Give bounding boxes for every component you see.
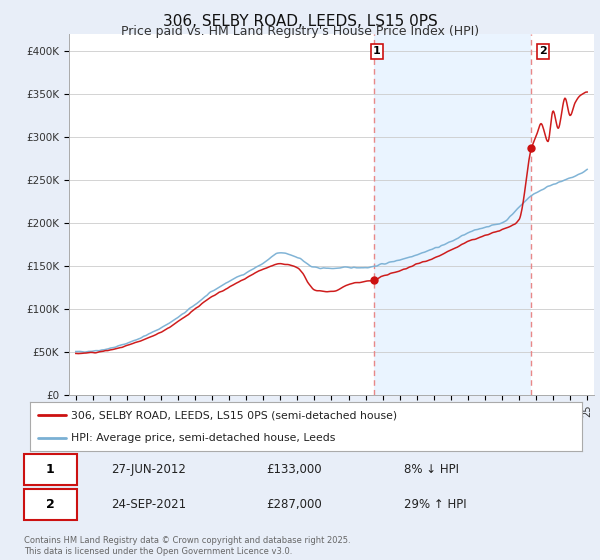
- Text: 306, SELBY ROAD, LEEDS, LS15 0PS (semi-detached house): 306, SELBY ROAD, LEEDS, LS15 0PS (semi-d…: [71, 410, 398, 421]
- Text: 1: 1: [46, 463, 55, 477]
- Text: 2: 2: [46, 498, 55, 511]
- FancyBboxPatch shape: [23, 454, 77, 486]
- Text: Contains HM Land Registry data © Crown copyright and database right 2025.
This d: Contains HM Land Registry data © Crown c…: [24, 536, 350, 556]
- Text: 8% ↓ HPI: 8% ↓ HPI: [404, 463, 460, 477]
- Text: 29% ↑ HPI: 29% ↑ HPI: [404, 498, 467, 511]
- Text: 306, SELBY ROAD, LEEDS, LS15 0PS: 306, SELBY ROAD, LEEDS, LS15 0PS: [163, 14, 437, 29]
- Text: Price paid vs. HM Land Registry's House Price Index (HPI): Price paid vs. HM Land Registry's House …: [121, 25, 479, 38]
- Text: £287,000: £287,000: [266, 498, 322, 511]
- Text: HPI: Average price, semi-detached house, Leeds: HPI: Average price, semi-detached house,…: [71, 433, 336, 444]
- Text: 1: 1: [373, 46, 380, 57]
- Text: £133,000: £133,000: [266, 463, 322, 477]
- Text: 2: 2: [539, 46, 547, 57]
- Bar: [374, 34, 532, 395]
- Text: 24-SEP-2021: 24-SEP-2021: [111, 498, 186, 511]
- FancyBboxPatch shape: [23, 489, 77, 520]
- Text: 27-JUN-2012: 27-JUN-2012: [111, 463, 186, 477]
